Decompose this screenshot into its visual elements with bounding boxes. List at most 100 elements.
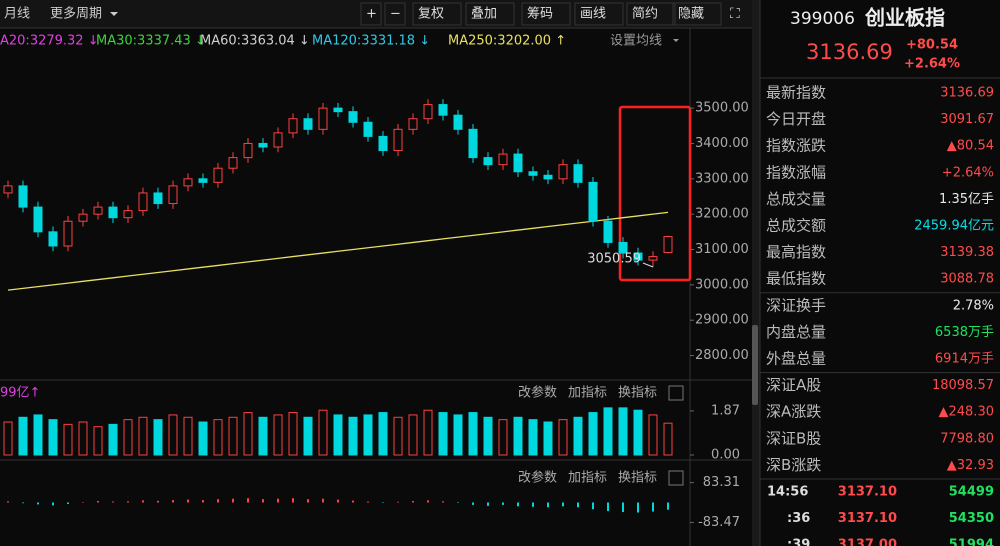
panel-button[interactable]: 改参数: [518, 385, 557, 401]
volume-bar: [363, 414, 373, 456]
toolbar-button[interactable]: 更多周期: [50, 6, 102, 22]
toolbar-button[interactable]: 叠加: [471, 7, 497, 22]
candle-body: [198, 178, 208, 183]
panel-button[interactable]: 换指标: [618, 386, 657, 401]
panel-button[interactable]: 改参数: [518, 470, 557, 486]
toolbar-button[interactable]: +: [366, 7, 377, 22]
volume-bar: [183, 416, 193, 456]
button-frame: [465, 2, 515, 26]
quote-label: 深证A股: [766, 376, 821, 394]
candle-body: [258, 142, 268, 148]
volume-bar: [228, 416, 238, 456]
quote-label: 深B涨跌: [766, 456, 821, 474]
quote-label: 总成交量: [766, 190, 826, 208]
quote-label: 深证换手: [766, 296, 826, 314]
quote-value: 6914万手: [935, 352, 994, 367]
volume-bar: [513, 416, 523, 456]
trade-price: 3137.00: [838, 538, 897, 546]
fullscreen-icon[interactable]: ⛶: [730, 6, 740, 22]
button-frame: [412, 2, 462, 26]
ma-legend: MA120:3331.18 ↓: [312, 34, 430, 49]
quote-label: 深证B股: [766, 429, 821, 447]
volume-bar: [393, 416, 403, 456]
y-tick-label: 3500.00: [695, 101, 749, 116]
name: 创业板指: [864, 6, 945, 30]
button-frame: [384, 2, 406, 26]
panel-button[interactable]: 加指标: [568, 471, 607, 486]
candle-body: [183, 178, 193, 187]
volume-bar: [423, 409, 433, 456]
volume-bar: [93, 426, 103, 456]
volume-bar: [663, 422, 673, 456]
candle-body: [243, 142, 253, 159]
quote-value: 1.35亿手: [939, 192, 994, 207]
scrollbar[interactable]: [752, 0, 760, 546]
candle-body: [588, 181, 598, 222]
toolbar-button[interactable]: 画线: [580, 7, 606, 22]
ma-legend: MA60:3363.04 ↓: [200, 34, 310, 49]
y-tick-label: 3200.00: [695, 207, 749, 222]
toolbar-button[interactable]: 隐藏: [678, 7, 704, 22]
volume-bar: [603, 407, 613, 456]
quote-label: 指数涨幅: [766, 163, 826, 181]
button-frame: [626, 2, 676, 26]
scroll-thumb[interactable]: [752, 325, 758, 405]
candle-body: [273, 132, 283, 148]
candle-body: [318, 107, 328, 130]
toolbar-button[interactable]: 筹码: [527, 6, 553, 22]
trade-time: :36: [787, 511, 810, 526]
trade-volume: 51994: [949, 538, 994, 546]
toolbar-button[interactable]: 复权: [418, 6, 444, 22]
volume-bar: [273, 414, 283, 456]
candle-body: [468, 128, 478, 159]
candle-body: [213, 167, 223, 183]
volume-bar: [258, 416, 268, 456]
code: 399006: [790, 9, 855, 29]
close-button[interactable]: [668, 470, 684, 486]
y-tick-label: 3400.00: [695, 136, 749, 151]
button-frame: [360, 2, 382, 26]
quote-value: ▲32.93: [947, 458, 994, 473]
quote-value: 7798.80: [940, 431, 994, 446]
quote-label: 深A涨跌: [766, 403, 821, 421]
settings-button[interactable]: 设置均线: [610, 34, 662, 49]
panel-button[interactable]: 加指标: [568, 386, 607, 401]
close-button[interactable]: [668, 385, 684, 401]
candle-body: [453, 114, 463, 130]
candle-body: [513, 153, 523, 173]
toolbar-button[interactable]: 月线: [4, 7, 30, 22]
candle-body: [48, 231, 58, 247]
highlight-box: [618, 105, 692, 282]
quote-label: 最低指数: [766, 270, 826, 288]
button-frame: [521, 2, 571, 26]
ma-line: [7, 211, 669, 291]
trade-volume: 54499: [949, 485, 994, 500]
candle-body: [558, 164, 568, 180]
volume-bar: [408, 414, 418, 456]
quote-value: ▲80.54: [947, 139, 994, 154]
candle-body: [393, 128, 403, 152]
toolbar-button[interactable]: −: [390, 7, 401, 22]
ma-legend: A20:3279.32 ↓: [0, 34, 99, 49]
quote-value: 6538万手: [935, 325, 994, 340]
volume-bar: [288, 412, 298, 456]
volume-bar: [213, 419, 223, 456]
y-tick-label: -83.47: [698, 515, 740, 530]
quote-label: 最高指数: [766, 243, 826, 261]
y-tick-label: 2800.00: [695, 348, 749, 363]
dropdown-icon: [110, 12, 118, 16]
candle-body: [78, 213, 88, 222]
candle-body: [228, 157, 238, 169]
quote-label: 总成交额: [766, 217, 826, 235]
candle-body: [333, 107, 343, 113]
trade-volume: 54350: [949, 511, 994, 526]
change: +80.54: [906, 38, 958, 53]
panel-button[interactable]: 换指标: [618, 471, 657, 486]
toolbar-button[interactable]: 简约: [632, 6, 658, 22]
panel-title: 99亿↑: [0, 386, 40, 401]
volume-bar: [3, 421, 13, 456]
candle-body: [438, 104, 448, 116]
volume-bar: [618, 407, 628, 456]
annotation-pointer: [642, 262, 654, 268]
candle-body: [408, 118, 418, 130]
